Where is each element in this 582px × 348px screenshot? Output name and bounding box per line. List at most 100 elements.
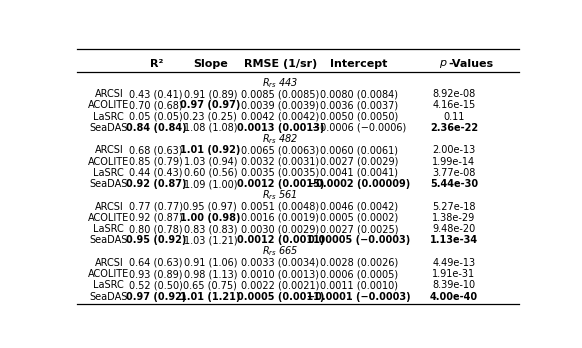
Text: 1.08 (1.08): 1.08 (1.08) xyxy=(183,123,237,133)
Text: SeaDAS: SeaDAS xyxy=(90,179,128,189)
Text: 1.91e-31: 1.91e-31 xyxy=(432,269,475,279)
Text: 0.0051 (0.0048): 0.0051 (0.0048) xyxy=(241,201,320,212)
Text: 0.0005 (0.0002): 0.0005 (0.0002) xyxy=(320,213,398,223)
Text: SeaDAS: SeaDAS xyxy=(90,235,128,245)
Text: 1.38e-29: 1.38e-29 xyxy=(432,213,475,223)
Text: 0.0033 (0.0034): 0.0033 (0.0034) xyxy=(241,258,320,268)
Text: SeaDAS: SeaDAS xyxy=(90,123,128,133)
Text: 0.91 (0.89): 0.91 (0.89) xyxy=(183,89,237,99)
Text: RMSE (1/sr): RMSE (1/sr) xyxy=(244,59,317,69)
Text: 0.0046 (0.0042): 0.0046 (0.0042) xyxy=(320,201,398,212)
Text: 0.65 (0.75): 0.65 (0.75) xyxy=(183,280,237,290)
Text: 0.44 (0.43): 0.44 (0.43) xyxy=(129,168,183,178)
Text: ARCSI: ARCSI xyxy=(94,145,123,155)
Text: 2.36e-22: 2.36e-22 xyxy=(430,123,478,133)
Text: ARCSI: ARCSI xyxy=(94,89,123,99)
Text: 1.00 (0.98): 1.00 (0.98) xyxy=(180,213,240,223)
Text: 0.0013 (0.0013): 0.0013 (0.0013) xyxy=(236,123,324,133)
Text: 0.64 (0.63): 0.64 (0.63) xyxy=(129,258,183,268)
Text: 1.03 (0.94): 1.03 (0.94) xyxy=(183,157,237,167)
Text: 0.0060 (0.0061): 0.0060 (0.0061) xyxy=(320,145,398,155)
Text: −0.0002 (0.00009): −0.0002 (0.00009) xyxy=(308,179,410,189)
Text: ACOLITE: ACOLITE xyxy=(88,100,129,110)
Text: ARCSI: ARCSI xyxy=(94,201,123,212)
Text: 5.27e-18: 5.27e-18 xyxy=(432,201,475,212)
Text: −0.0001 (−0.0003): −0.0001 (−0.0003) xyxy=(307,292,411,302)
Text: 0.11: 0.11 xyxy=(443,111,464,121)
Text: SeaDAS: SeaDAS xyxy=(90,292,128,302)
Text: 0.0027 (0.0025): 0.0027 (0.0025) xyxy=(320,224,399,234)
Text: 0.0012 (0.0011): 0.0012 (0.0011) xyxy=(236,235,324,245)
Text: 0.70 (0.68): 0.70 (0.68) xyxy=(129,100,183,110)
Text: 1.09 (1.00): 1.09 (1.00) xyxy=(183,179,237,189)
Text: 4.00e-40: 4.00e-40 xyxy=(430,292,478,302)
Text: 1.01 (1.21): 1.01 (1.21) xyxy=(180,292,240,302)
Text: 8.92e-08: 8.92e-08 xyxy=(432,89,475,99)
Text: $R_{rs}$ 561: $R_{rs}$ 561 xyxy=(262,188,298,202)
Text: 0.0080 (0.0084): 0.0080 (0.0084) xyxy=(320,89,398,99)
Text: 0.95 (0.92): 0.95 (0.92) xyxy=(126,235,186,245)
Text: 0.0006 (0.0005): 0.0006 (0.0005) xyxy=(320,269,398,279)
Text: 0.93 (0.89): 0.93 (0.89) xyxy=(129,269,183,279)
Text: 4.49e-13: 4.49e-13 xyxy=(432,258,475,268)
Text: ACOLITE: ACOLITE xyxy=(88,269,129,279)
Text: 0.80 (0.78): 0.80 (0.78) xyxy=(129,224,183,234)
Text: $R_{rs}$ 665: $R_{rs}$ 665 xyxy=(262,245,299,259)
Text: ARCSI: ARCSI xyxy=(94,258,123,268)
Text: 0.0010 (0.0013): 0.0010 (0.0013) xyxy=(241,269,320,279)
Text: 0.0036 (0.0037): 0.0036 (0.0037) xyxy=(320,100,398,110)
Text: 0.0011 (0.0010): 0.0011 (0.0010) xyxy=(320,280,398,290)
Text: LaSRC: LaSRC xyxy=(94,280,124,290)
Text: 0.68 (0.63): 0.68 (0.63) xyxy=(129,145,183,155)
Text: ACOLITE: ACOLITE xyxy=(88,213,129,223)
Text: 4.16e-15: 4.16e-15 xyxy=(432,100,475,110)
Text: 0.00005 (−0.0003): 0.00005 (−0.0003) xyxy=(308,235,410,245)
Text: LaSRC: LaSRC xyxy=(94,111,124,121)
Text: 0.0012 (0.0015): 0.0012 (0.0015) xyxy=(236,179,324,189)
Text: 0.0035 (0.0035): 0.0035 (0.0035) xyxy=(241,168,320,178)
Text: 0.0030 (0.0029): 0.0030 (0.0029) xyxy=(241,224,320,234)
Text: 0.0039 (0.0039): 0.0039 (0.0039) xyxy=(241,100,320,110)
Text: 0.85 (0.79): 0.85 (0.79) xyxy=(129,157,183,167)
Text: −0.0006 (−0.0006): −0.0006 (−0.0006) xyxy=(312,123,406,133)
Text: $p$: $p$ xyxy=(439,58,447,70)
Text: 0.83 (0.83): 0.83 (0.83) xyxy=(183,224,237,234)
Text: 0.0032 (0.0031): 0.0032 (0.0031) xyxy=(241,157,320,167)
Text: 0.0042 (0.0042): 0.0042 (0.0042) xyxy=(241,111,320,121)
Text: 0.23 (0.25): 0.23 (0.25) xyxy=(183,111,237,121)
Text: 9.48e-20: 9.48e-20 xyxy=(432,224,475,234)
Text: 0.98 (1.13): 0.98 (1.13) xyxy=(183,269,237,279)
Text: 0.0028 (0.0026): 0.0028 (0.0026) xyxy=(320,258,398,268)
Text: 1.13e-34: 1.13e-34 xyxy=(430,235,478,245)
Text: ACOLITE: ACOLITE xyxy=(88,157,129,167)
Text: LaSRC: LaSRC xyxy=(94,168,124,178)
Text: LaSRC: LaSRC xyxy=(94,224,124,234)
Text: -Values: -Values xyxy=(449,59,494,69)
Text: $R_{rs}$ 482: $R_{rs}$ 482 xyxy=(262,132,299,146)
Text: R²: R² xyxy=(150,59,163,69)
Text: 0.97 (0.97): 0.97 (0.97) xyxy=(180,100,240,110)
Text: Slope: Slope xyxy=(193,59,228,69)
Text: 0.0065 (0.0063): 0.0065 (0.0063) xyxy=(241,145,320,155)
Text: 0.43 (0.41): 0.43 (0.41) xyxy=(129,89,183,99)
Text: 0.0027 (0.0029): 0.0027 (0.0029) xyxy=(320,157,398,167)
Text: 0.0022 (0.0021): 0.0022 (0.0021) xyxy=(241,280,320,290)
Text: 1.03 (1.21): 1.03 (1.21) xyxy=(183,235,237,245)
Text: 5.44e-30: 5.44e-30 xyxy=(430,179,478,189)
Text: $R_{rs}$ 443: $R_{rs}$ 443 xyxy=(262,76,299,90)
Text: 3.77e-08: 3.77e-08 xyxy=(432,168,475,178)
Text: 0.97 (0.92): 0.97 (0.92) xyxy=(126,292,186,302)
Text: 0.95 (0.97): 0.95 (0.97) xyxy=(183,201,237,212)
Text: 0.0016 (0.0019): 0.0016 (0.0019) xyxy=(241,213,320,223)
Text: 2.00e-13: 2.00e-13 xyxy=(432,145,475,155)
Text: 0.92 (0.87): 0.92 (0.87) xyxy=(126,179,186,189)
Text: 0.0050 (0.0050): 0.0050 (0.0050) xyxy=(320,111,398,121)
Text: 8.39e-10: 8.39e-10 xyxy=(432,280,475,290)
Text: Intercept: Intercept xyxy=(331,59,388,69)
Text: 0.05 (0.05): 0.05 (0.05) xyxy=(129,111,183,121)
Text: 0.84 (0.84): 0.84 (0.84) xyxy=(126,123,186,133)
Text: 1.01 (0.92): 1.01 (0.92) xyxy=(180,145,240,155)
Text: 0.52 (0.50): 0.52 (0.50) xyxy=(129,280,183,290)
Text: 0.0085 (0.0085): 0.0085 (0.0085) xyxy=(241,89,320,99)
Text: 0.91 (1.06): 0.91 (1.06) xyxy=(183,258,237,268)
